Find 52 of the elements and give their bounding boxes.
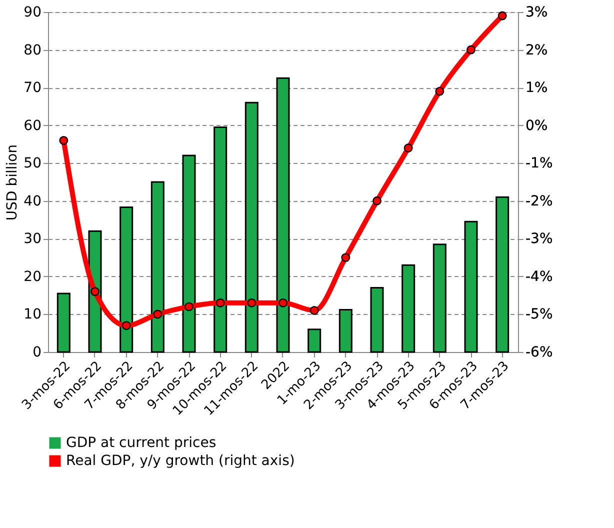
- bar: [432, 244, 446, 353]
- y-tick-label: 90: [24, 4, 42, 20]
- y2-tick-label: -3%: [526, 231, 553, 248]
- bar: [276, 77, 290, 353]
- point: [435, 86, 444, 96]
- y2-tick-label: 1%: [526, 80, 548, 96]
- point: [310, 306, 319, 315]
- y-tick-label: 10: [24, 306, 42, 323]
- bar: [402, 264, 416, 353]
- y-tick-label: 0: [32, 344, 42, 360]
- bar: [56, 292, 70, 353]
- bar: [496, 196, 510, 353]
- y-tick-label: 30: [24, 231, 42, 248]
- point: [90, 287, 100, 296]
- point: [247, 298, 256, 308]
- y2-tick-label: -5%: [526, 306, 553, 323]
- point: [184, 302, 194, 312]
- point: [153, 310, 162, 319]
- y-tick-label: 70: [24, 80, 42, 96]
- point: [341, 253, 350, 262]
- point: [278, 298, 288, 308]
- bar: [464, 220, 478, 353]
- y-tick-label: 60: [24, 118, 42, 134]
- y-tick-label: 80: [24, 42, 42, 58]
- y2-tick-label: -4%: [526, 268, 553, 285]
- y2-tick-label: -6%: [526, 344, 553, 360]
- point: [404, 144, 413, 152]
- point: [122, 321, 131, 330]
- y-axis-title: USD billion: [4, 144, 21, 221]
- point: [59, 136, 68, 145]
- bar: [120, 206, 134, 353]
- bar: [370, 287, 384, 353]
- y2-tick-label: 3%: [526, 4, 548, 20]
- y-tick-label: 20: [24, 268, 42, 285]
- point: [466, 45, 476, 54]
- bar: [308, 328, 322, 353]
- y2-tick-label: -1%: [526, 156, 553, 172]
- bar: [182, 154, 196, 353]
- point: [498, 11, 507, 20]
- y2-tick-label: 0%: [526, 118, 548, 134]
- bar: [338, 308, 352, 353]
- bar: [244, 102, 258, 353]
- legend-label: Real GDP, y/y growth (right axis): [66, 453, 295, 469]
- bar: [214, 126, 228, 353]
- y-tick-label: 40: [24, 193, 42, 210]
- point: [372, 196, 382, 206]
- y2-tick-label: 2%: [526, 42, 548, 58]
- legend-label: GDP at current prices: [66, 435, 216, 451]
- y2-tick-label: -2%: [526, 193, 553, 210]
- y-tick-label: 50: [24, 156, 42, 172]
- bar: [150, 181, 164, 353]
- point: [216, 298, 225, 308]
